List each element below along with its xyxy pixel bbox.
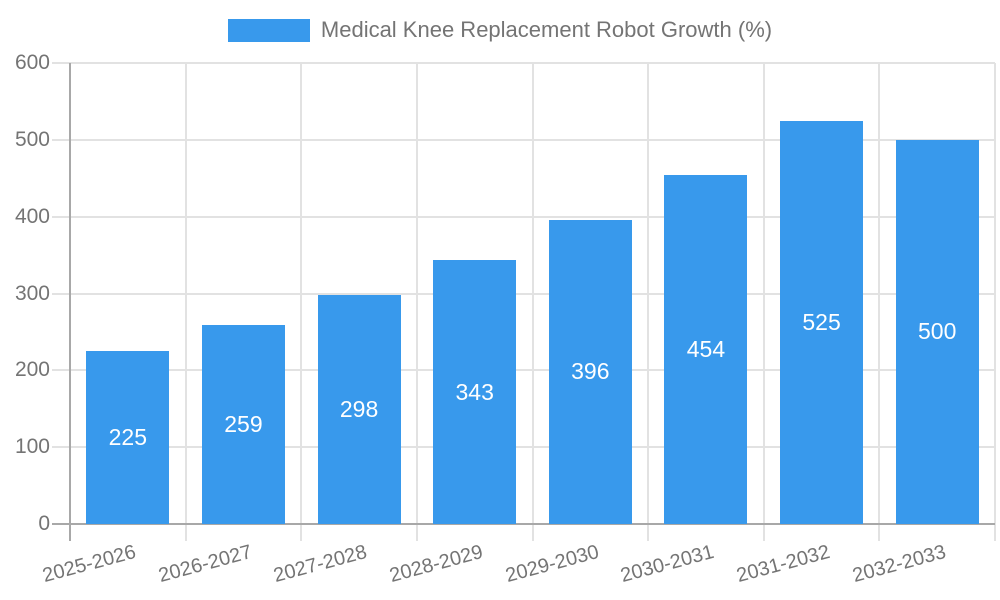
x-gridline	[762, 63, 765, 541]
y-gridline	[52, 292, 995, 295]
y-axis-tick-label: 200	[14, 358, 50, 382]
bar-value-label: 500	[918, 318, 957, 345]
y-gridline	[52, 215, 995, 218]
x-gridline	[531, 63, 534, 541]
y-gridline	[52, 62, 995, 64]
y-axis-tick-label: 500	[14, 127, 50, 151]
bar[interactable]: 525	[780, 120, 864, 524]
bar[interactable]: 259	[201, 325, 285, 524]
bar[interactable]: 298	[317, 295, 401, 524]
bar-value-label: 259	[224, 410, 263, 437]
y-axis-tick-label: 100	[14, 435, 50, 459]
y-gridline	[52, 138, 995, 141]
y-axis-line	[69, 63, 71, 541]
x-axis-tick-label: 2026-2027	[156, 541, 255, 588]
x-gridline	[878, 63, 881, 541]
y-gridline	[52, 369, 995, 372]
bar-value-label: 225	[108, 424, 147, 451]
y-gridline	[52, 446, 995, 449]
x-axis-tick-label: 2028-2029	[387, 541, 486, 588]
x-gridline	[415, 63, 418, 541]
legend-label[interactable]: Medical Knee Replacement Robot Growth (%…	[320, 17, 773, 42]
bar-value-label: 343	[455, 378, 494, 405]
bar[interactable]: 225	[86, 351, 170, 524]
legend-color-swatch[interactable]	[227, 18, 310, 42]
x-gridline	[994, 63, 996, 541]
x-axis-tick-label: 2025-2026	[40, 541, 139, 588]
bar[interactable]: 454	[664, 175, 748, 524]
y-axis-tick-label: 0	[38, 512, 50, 535]
y-axis-tick-label: 300	[14, 281, 50, 305]
bar[interactable]: 396	[548, 219, 632, 524]
bar-value-label: 396	[571, 358, 610, 385]
y-axis-tick-label: 400	[14, 204, 50, 228]
x-axis-tick-label: 2032-2033	[849, 541, 948, 588]
x-axis-tick-label: 2027-2028	[271, 541, 370, 588]
chart-legend[interactable]: Medical Knee Replacement Robot Growth (%…	[0, 17, 1000, 43]
bar-value-label: 454	[686, 336, 726, 363]
y-axis-tick-label: 600	[14, 51, 50, 74]
bar-value-label: 298	[339, 396, 379, 422]
x-axis-tick-label: 2030-2031	[618, 541, 717, 588]
x-gridline	[300, 63, 303, 541]
x-axis-tick-label: 2031-2032	[734, 541, 833, 588]
bar[interactable]: 343	[433, 260, 517, 524]
bar[interactable]: 500	[895, 139, 979, 524]
x-gridline	[184, 63, 187, 541]
bar-value-label: 525	[802, 308, 841, 335]
x-gridline	[647, 63, 650, 541]
x-axis-tick-label: 2029-2030	[502, 541, 602, 588]
x-axis-line	[52, 523, 995, 525]
